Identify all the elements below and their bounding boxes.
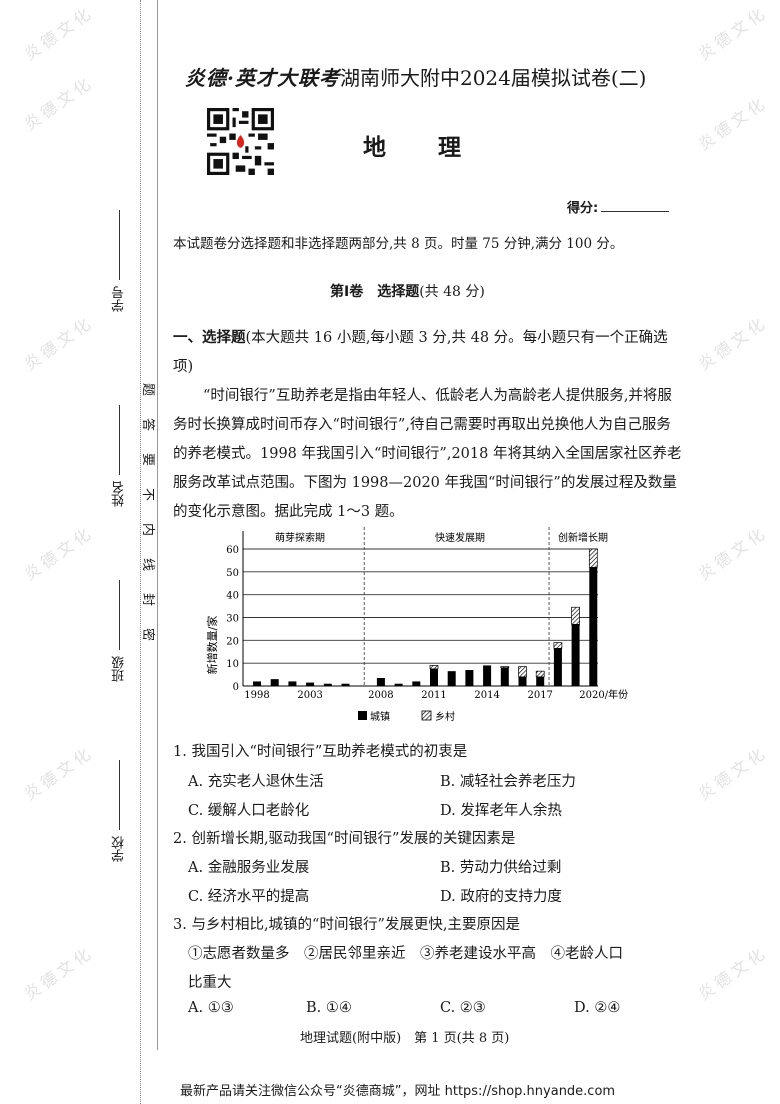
x-tick-label: 2014 [474,690,499,701]
watermark: 炎德文化 [694,522,772,584]
y-tick-label: 40 [226,591,239,602]
school-field[interactable]: 学校 [110,760,129,862]
bar-rural [571,606,580,625]
bar-urban [536,676,545,686]
bar-rural [518,666,527,678]
y-tick-label: 30 [226,614,239,625]
bar-urban [589,567,598,686]
period-label: 快速发展期 [435,531,485,544]
binding-dotted-line [140,0,141,1104]
bar-urban [394,683,403,686]
bar-urban [376,678,385,686]
promo-banner: 最新产品请关注微信公众号“炎德商城”，网址 https://shop.hnyan… [180,1084,616,1099]
question-3-statements-cont: 比重大 [188,975,232,991]
y-tick-label: 10 [226,659,239,670]
class-field[interactable]: 班级 [110,580,129,682]
bar-rural [429,665,439,670]
x-tick-label: 2003 [297,690,322,701]
bar-urban [253,681,261,686]
bar-urban [483,665,492,686]
legend-swatch-urban [358,711,367,720]
bar-urban [341,683,350,686]
question-3-option-b[interactable]: B. ①④ [306,1000,352,1016]
bar-urban [447,671,456,686]
bar-urban [553,648,562,686]
score-field[interactable]: 得分: [567,197,670,216]
question-1-option-c[interactable]: C. 缓解人口老龄化 [188,803,310,819]
bar-urban [500,667,509,686]
y-tick-label: 50 [226,568,239,579]
question-3-stem: 3. 与乡村相比,城镇的“时间银行”发展更快,主要原因是 [173,917,520,933]
x-tick-label: 2008 [368,690,393,701]
seal-notice: 密封线内不要答题 [140,382,156,642]
question-1-stem: 1. 我国引入“时间银行”互助养老模式的初衷是 [173,744,468,760]
subject-title: 地理 [363,135,461,161]
question-2-option-b[interactable]: B. 劳动力供给过剩 [440,860,562,876]
margin-line [157,0,158,1050]
time-bank-chart: 0 10 20 30 40 50 60 1998 2003 2008 2011 2014 2017 202… [205,527,628,723]
watermark: 炎德文化 [694,92,772,154]
bar-rural [553,642,563,649]
period-label: 萌芽探索期 [275,531,325,544]
bar-urban [571,624,580,686]
bar-urban [518,676,527,686]
watermark: 炎德文化 [20,2,98,64]
bar-urban [270,679,279,686]
question-3-statements: ①志愿者数量多 ②居民邻里亲近 ③养老建设水平高 ④老龄人口 [188,946,623,962]
watermark: 炎德文化 [20,942,98,1004]
bar-urban [323,683,332,686]
bar-urban [412,681,421,686]
watermark: 炎德文化 [694,742,772,804]
qr-code-icon [207,108,274,175]
bar-rural [535,670,545,678]
watermark: 炎德文化 [20,72,98,134]
period-label: 创新增长期 [558,531,608,544]
part-instructions: 一、选择题(本大题共 16 小题,每小题 3 分,共 48 分。每小题只有一个正… [173,330,668,375]
y-axis-label: 新增数量/家 [205,616,219,675]
question-2-option-a[interactable]: A. 金融服务业发展 [188,860,310,876]
bar-rural [500,666,510,669]
question-1-option-a[interactable]: A. 充实老人退休生活 [188,774,324,790]
bar-urban [465,670,474,686]
watermark: 炎德文化 [694,942,772,1004]
legend-label-rural: 乡村 [435,710,455,723]
x-tick-label: 1998 [244,690,269,701]
legend-swatch-rural [421,710,432,721]
x-tick-label: 2017 [527,690,552,701]
exam-intro: 本试题卷分选择题和非选择题两部分,共 8 页。时量 75 分钟,满分 100 分… [173,236,624,252]
student-id-field[interactable]: 学号 [110,210,129,312]
question-3-option-c[interactable]: C. ②③ [440,1000,486,1016]
page-footer: 地理试题(附中版) 第 1 页(共 8 页) [300,1031,510,1046]
x-tick-label: 2020/年份 [579,688,628,701]
bar-rural [588,548,598,568]
y-tick-label: 20 [226,636,239,647]
question-3-option-a[interactable]: A. ①③ [188,1000,234,1016]
passage: “时间银行”互助养老是指由年轻人、低龄老人为高龄老人提供服务,并将服务时长换算成… [173,388,682,520]
watermark: 炎德文化 [694,2,772,64]
question-2-option-c[interactable]: C. 经济水平的提高 [188,889,310,905]
bar-urban [288,681,297,686]
watermark: 炎德文化 [20,312,98,374]
name-field[interactable]: 姓名 [110,405,129,507]
bar-urban [306,682,315,686]
legend-label-urban: 城镇 [370,710,390,723]
question-2-stem: 2. 创新增长期,驱动我国“时间银行”发展的关键因素是 [173,831,516,847]
question-1-option-b[interactable]: B. 减轻社会养老压力 [440,774,576,790]
watermark: 炎德文化 [20,742,98,804]
y-tick-label: 0 [233,682,239,693]
bar-urban [430,668,438,686]
question-3-option-d[interactable]: D. ②④ [574,1000,621,1016]
y-tick-label: 60 [226,545,239,556]
question-2-option-d[interactable]: D. 政府的支持力度 [440,889,562,905]
section-title: 第Ⅰ卷 选择题(共 48 分) [330,284,485,300]
x-tick-label: 2011 [421,690,446,701]
watermark: 炎德文化 [694,312,772,374]
question-1-option-d[interactable]: D. 发挥老年人余热 [440,803,562,819]
watermark: 炎德文化 [20,522,98,584]
exam-title: 炎德·英才大联考湖南师大附中2024届模拟试卷(二) [185,66,647,90]
